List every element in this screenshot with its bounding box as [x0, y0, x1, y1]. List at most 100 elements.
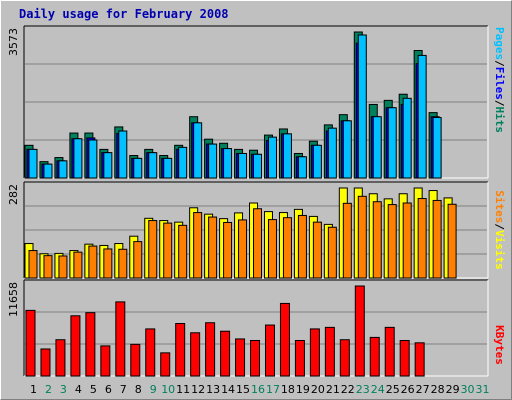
pages-bar [223, 148, 233, 179]
legend-pages: Pages [493, 27, 506, 60]
kbytes-bar [324, 326, 335, 377]
sites-bar [327, 226, 337, 279]
legend-kbytes: KBytes [493, 325, 506, 365]
sites-bar [267, 219, 277, 279]
pages-bar [267, 136, 277, 179]
sites-bar [253, 208, 263, 279]
pages-bar [133, 157, 143, 179]
legend-text: Sites/Visits [493, 190, 506, 270]
kbytes-bar [115, 301, 126, 377]
pages-bar [327, 127, 337, 179]
sites-bar [58, 255, 68, 279]
pages-bar [253, 153, 263, 179]
day-label-21: 21 [326, 383, 340, 396]
pages-bar [238, 152, 248, 179]
pages-bar [88, 139, 98, 179]
kbytes-bar [145, 328, 156, 377]
legend-files: Files [493, 67, 506, 100]
pages-bar [178, 146, 188, 179]
sites-bar [402, 202, 412, 279]
day-label-2: 2 [45, 383, 52, 396]
day-label-14: 14 [221, 383, 235, 396]
sites-bar [372, 201, 382, 279]
day-label-24: 24 [371, 383, 385, 396]
kbytes-bar [85, 312, 96, 377]
kbytes-bar [100, 345, 111, 377]
kbytes-bar [414, 342, 425, 377]
day-label-12: 12 [191, 383, 205, 396]
pages-bar [417, 54, 427, 179]
legend-sites: Sites [493, 190, 506, 223]
sites-bar [148, 220, 158, 279]
sites-bar [387, 204, 397, 279]
day-label-28: 28 [431, 383, 445, 396]
day-label-10: 10 [161, 383, 175, 396]
pages-bar [43, 163, 53, 179]
pages-bar [312, 144, 322, 179]
sites-bar [297, 214, 307, 279]
sites-bar [238, 219, 248, 279]
kbytes-bar [220, 330, 231, 377]
pages-bar [148, 152, 158, 179]
kbytes-bar [235, 338, 246, 377]
day-label-15: 15 [236, 383, 250, 396]
pages-bar [28, 148, 38, 179]
sites-bar [103, 248, 113, 279]
pages-bar [372, 116, 382, 179]
y-max-label: 282 [7, 184, 20, 205]
sites-bar [342, 202, 352, 279]
day-label-29: 29 [446, 383, 460, 396]
sites-bar [312, 221, 322, 279]
pages-bar [297, 156, 307, 179]
sites-bar [223, 221, 233, 279]
day-label-26: 26 [401, 383, 415, 396]
legend-sep: / [493, 223, 506, 230]
pages-bar [103, 152, 113, 179]
day-label-16: 16 [251, 383, 265, 396]
pages-bar [402, 97, 412, 179]
sites-bar [432, 199, 442, 279]
pages-bar [357, 34, 367, 179]
pages-bar [193, 122, 203, 179]
kbytes-bar [309, 328, 320, 377]
day-label-11: 11 [176, 383, 190, 396]
pages-bar [163, 157, 173, 179]
kbytes-bar [339, 339, 350, 377]
sites-bar [417, 198, 427, 279]
pages-bar [118, 130, 128, 179]
kbytes-bar [175, 323, 186, 377]
kbytes-bar [354, 285, 365, 377]
kbytes-bar [264, 324, 275, 377]
day-label-25: 25 [386, 383, 400, 396]
sites-bar [447, 203, 457, 279]
sites-bar [73, 251, 83, 279]
day-label-6: 6 [105, 383, 112, 396]
legend-sep: / [493, 100, 506, 107]
pages-bar [342, 120, 352, 179]
sites-bar [133, 241, 143, 279]
day-label-1: 1 [30, 383, 37, 396]
sites-bar [88, 245, 98, 279]
sites-bar [28, 250, 38, 279]
day-label-17: 17 [266, 383, 280, 396]
day-label-7: 7 [120, 383, 127, 396]
kbytes-bar [70, 315, 81, 377]
kbytes-bar [369, 336, 380, 377]
legend-visits: Visits [493, 230, 506, 270]
pages-bar [282, 133, 292, 179]
kbytes-bar [130, 343, 141, 377]
kbytes-bar [40, 348, 51, 377]
pages-bar [387, 107, 397, 179]
pages-bar [208, 143, 218, 179]
day-label-3: 3 [60, 383, 67, 396]
day-label-23: 23 [356, 383, 370, 396]
legend-text: KBytes [493, 325, 506, 365]
pages-bar [58, 160, 68, 179]
kbytes-bar [279, 302, 290, 377]
day-label-4: 4 [75, 383, 82, 396]
legend-sep: / [493, 60, 506, 67]
kbytes-bar [399, 339, 410, 377]
kbytes-bar [25, 309, 36, 377]
day-label-27: 27 [416, 383, 430, 396]
